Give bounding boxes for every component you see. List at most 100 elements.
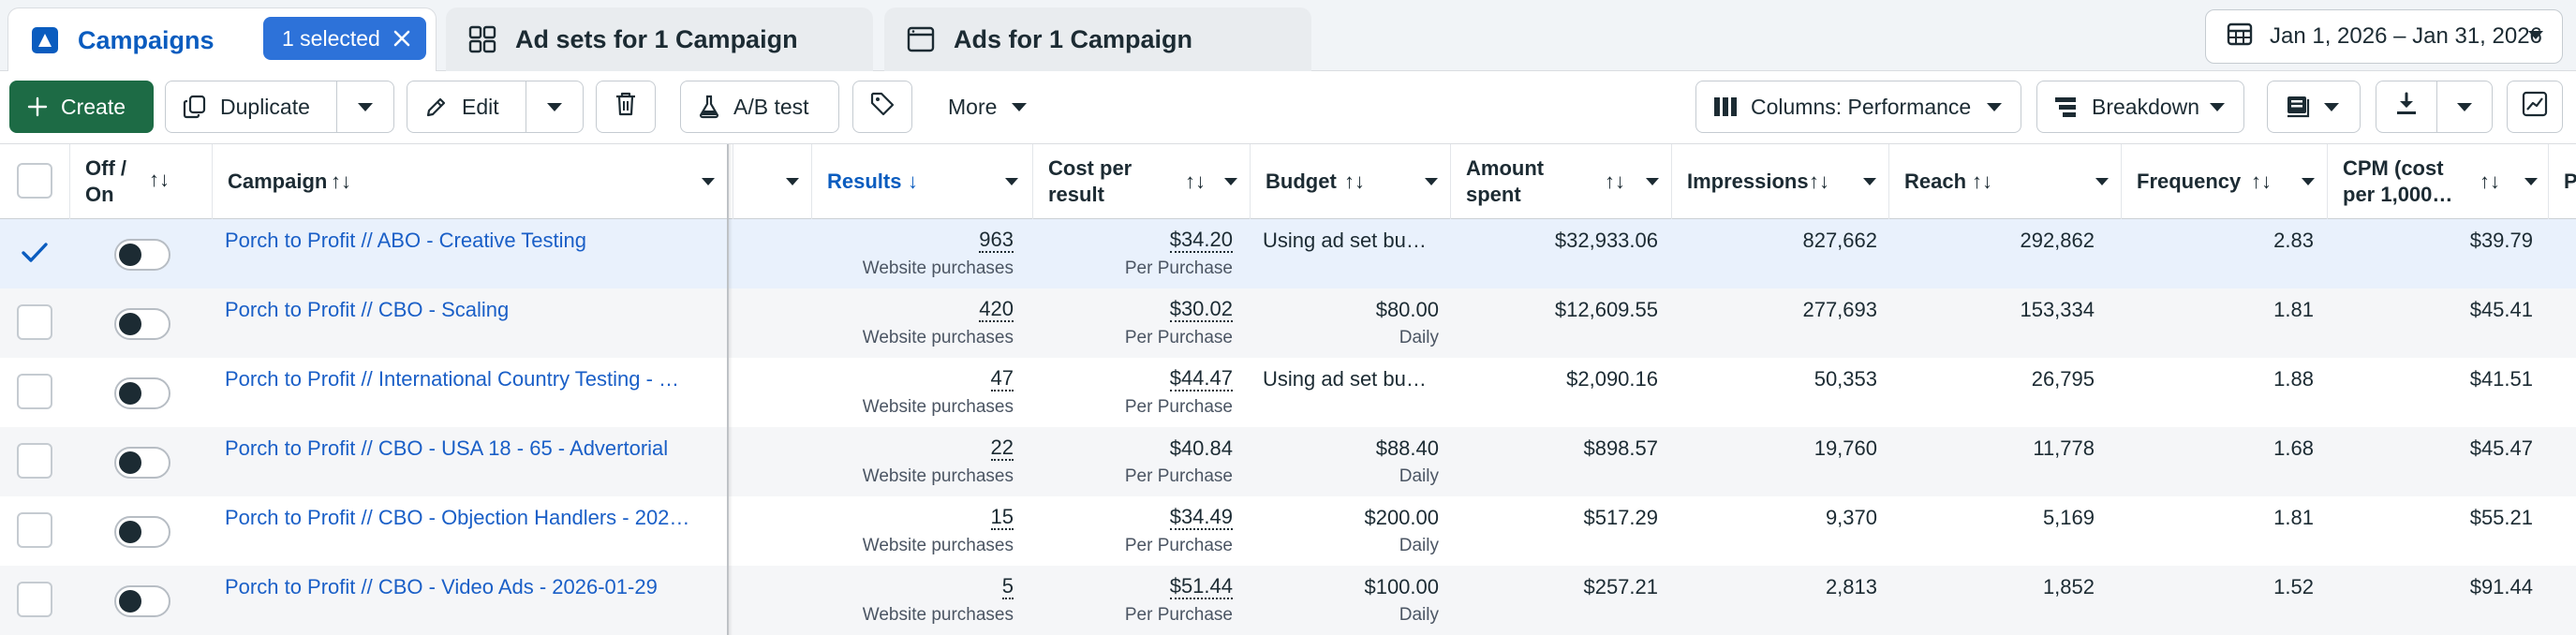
campaign-toggle[interactable] [114, 447, 170, 479]
header-reach[interactable]: Reach ↑↓ [1888, 144, 2121, 219]
chevron-down-icon[interactable] [1005, 178, 1018, 185]
reports-button[interactable] [2267, 81, 2361, 133]
tab-ads[interactable]: Ads for 1 Campaign [884, 7, 1311, 71]
sort-icon[interactable]: ↑↓ [1605, 170, 1625, 193]
sort-icon[interactable]: ↑↓ [1809, 170, 1829, 193]
duplicate-menu-button[interactable] [336, 81, 394, 133]
create-button[interactable]: Create [9, 81, 154, 133]
results-value[interactable]: 420 [979, 297, 1014, 322]
header-cost-per-result[interactable]: Cost per result ↑↓ [1032, 144, 1250, 219]
row-checkbox[interactable] [17, 512, 52, 548]
results-value[interactable]: 22 [990, 436, 1014, 461]
table-row[interactable]: Porch to Profit // ABO - Creative Testin… [0, 219, 2576, 288]
header-budget[interactable]: Budget ↑↓ [1250, 144, 1450, 219]
flask-icon [698, 95, 720, 119]
select-all-checkbox[interactable] [17, 163, 52, 199]
campaign-name-link[interactable]: Porch to Profit // ABO - Creative Testin… [225, 229, 586, 252]
sort-icon[interactable]: ↑↓ [149, 168, 170, 191]
cost-per-result-value[interactable]: $51.44 [1169, 574, 1233, 599]
row-checkbox[interactable] [17, 374, 52, 409]
campaign-name-link[interactable]: Porch to Profit // CBO - USA 18 - 65 - A… [225, 436, 669, 460]
sort-icon[interactable]: ↑↓ [2251, 170, 2272, 193]
close-icon[interactable] [391, 27, 413, 50]
row-checkbox[interactable] [17, 443, 52, 479]
results-value[interactable]: 47 [990, 366, 1014, 391]
results-type: Website purchases [862, 605, 1014, 625]
chevron-down-icon[interactable] [786, 178, 799, 185]
delete-button[interactable] [596, 81, 656, 133]
header-impressions[interactable]: Impressions ↑↓ [1671, 144, 1888, 219]
chevron-down-icon[interactable] [1646, 178, 1659, 185]
chevron-down-icon[interactable] [2302, 178, 2315, 185]
sort-icon[interactable]: ↑↓ [1972, 170, 1992, 193]
arrow-down-icon[interactable]: ↓ [908, 170, 918, 193]
export-button[interactable] [2376, 81, 2437, 133]
header-cpm[interactable]: CPM (cost per 1,000… ↑↓ [2327, 144, 2548, 219]
header-results[interactable]: Results ↓ [811, 144, 1032, 219]
cost-per-result-value[interactable]: $34.20 [1169, 228, 1233, 253]
row-checkbox[interactable] [17, 235, 52, 271]
header-next-column[interactable]: P [2548, 144, 2576, 219]
sort-icon[interactable]: ↑↓ [331, 170, 351, 193]
table-row[interactable]: Porch to Profit // CBO - Scaling 420 Websi… [0, 288, 2576, 358]
reach-value: 292,862 [2020, 229, 2095, 252]
header-amount-spent[interactable]: Amount spent ↑↓ [1450, 144, 1671, 219]
pinned-column-divider [727, 144, 729, 635]
checkmark-icon [22, 243, 48, 262]
header-hidden-column[interactable] [733, 144, 811, 219]
sort-icon[interactable]: ↑↓ [2480, 170, 2500, 193]
campaign-toggle[interactable] [114, 308, 170, 340]
campaign-toggle[interactable] [114, 239, 170, 271]
columns-icon [1713, 96, 1738, 118]
budget-value: Using ad set bu… [1263, 229, 1427, 252]
grid-icon [466, 23, 498, 55]
chevron-down-icon[interactable] [2095, 178, 2109, 185]
campaign-toggle[interactable] [114, 585, 170, 617]
cost-per-result-value[interactable]: $44.47 [1169, 366, 1233, 391]
row-checkbox[interactable] [17, 582, 52, 617]
chart-button[interactable] [2507, 81, 2563, 133]
ab-test-button[interactable]: A/B test [680, 81, 839, 133]
chevron-down-icon[interactable] [1224, 178, 1237, 185]
results-value[interactable]: 5 [1001, 574, 1014, 599]
breakdown-button[interactable]: Breakdown [2036, 81, 2244, 133]
cost-per-result-value[interactable]: $30.02 [1169, 297, 1233, 322]
sort-icon[interactable]: ↑↓ [1344, 170, 1365, 193]
tab-campaigns[interactable]: Campaigns 1 selected [7, 7, 437, 72]
chevron-down-icon[interactable] [2524, 178, 2538, 185]
table-row[interactable]: Porch to Profit // International Country… [0, 358, 2576, 427]
results-value[interactable]: 15 [990, 505, 1014, 530]
columns-button[interactable]: Columns: Performance [1695, 81, 2021, 133]
edit-button[interactable]: Edit [407, 81, 526, 133]
cost-per-result-type: Per Purchase [1124, 466, 1233, 486]
more-button[interactable]: More [931, 81, 1053, 133]
tag-button[interactable] [852, 81, 912, 133]
duplicate-button[interactable]: Duplicate [165, 81, 337, 133]
campaign-toggle[interactable] [114, 377, 170, 409]
edit-menu-button[interactable] [526, 81, 584, 133]
header-campaign[interactable]: Campaign ↑↓ [212, 144, 729, 219]
cpm-value: $39.79 [2469, 229, 2533, 252]
tab-adsets[interactable]: Ad sets for 1 Campaign [446, 7, 873, 71]
header-off-on[interactable]: Off / On ↑↓ [69, 144, 212, 219]
campaign-name-link[interactable]: Porch to Profit // CBO - Video Ads - 202… [225, 575, 658, 598]
cost-per-result-value[interactable]: $34.49 [1169, 505, 1233, 530]
chevron-down-icon[interactable] [1863, 178, 1876, 185]
row-checkbox[interactable] [17, 304, 52, 340]
campaign-name-link[interactable]: Porch to Profit // CBO - Objection Handl… [225, 506, 690, 529]
campaign-name-link[interactable]: Porch to Profit // CBO - Scaling [225, 298, 510, 321]
export-menu-button[interactable] [2436, 81, 2493, 133]
table-row[interactable]: Porch to Profit // CBO - USA 18 - 65 - A… [0, 427, 2576, 496]
chevron-down-icon[interactable] [702, 178, 715, 185]
results-value[interactable]: 963 [979, 228, 1014, 253]
date-range-picker[interactable]: Jan 1, 2026 – Jan 31, 2026 [2205, 9, 2563, 64]
header-select-all[interactable] [0, 144, 69, 219]
header-frequency[interactable]: Frequency ↑↓ [2121, 144, 2327, 219]
sort-icon[interactable]: ↑↓ [1185, 170, 1206, 193]
chevron-down-icon[interactable] [1425, 178, 1438, 185]
table-row[interactable]: Porch to Profit // CBO - Objection Handl… [0, 496, 2576, 566]
campaign-toggle[interactable] [114, 516, 170, 548]
selected-badge[interactable]: 1 selected [263, 17, 426, 60]
table-row[interactable]: Porch to Profit // CBO - Video Ads - 202… [0, 566, 2576, 635]
campaign-name-link[interactable]: Porch to Profit // International Country… [225, 367, 680, 391]
